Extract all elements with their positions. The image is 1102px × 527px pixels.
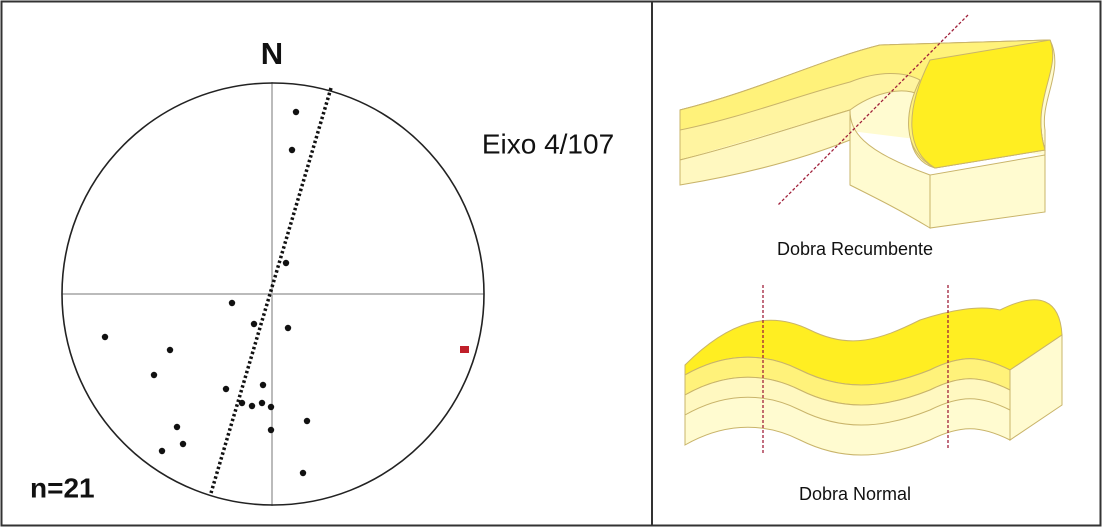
fold-label: Dobra Normal — [799, 484, 911, 504]
axis-label: Eixo 4/107 — [482, 128, 614, 159]
north-label: N — [261, 36, 283, 71]
count-label: n=21 — [30, 472, 95, 503]
figure: N Eixo 4/107 n=21 Dobra Recumbente Dobra… — [0, 0, 1102, 527]
axis-point — [460, 346, 469, 353]
fold-label: Dobra Recumbente — [777, 239, 933, 259]
